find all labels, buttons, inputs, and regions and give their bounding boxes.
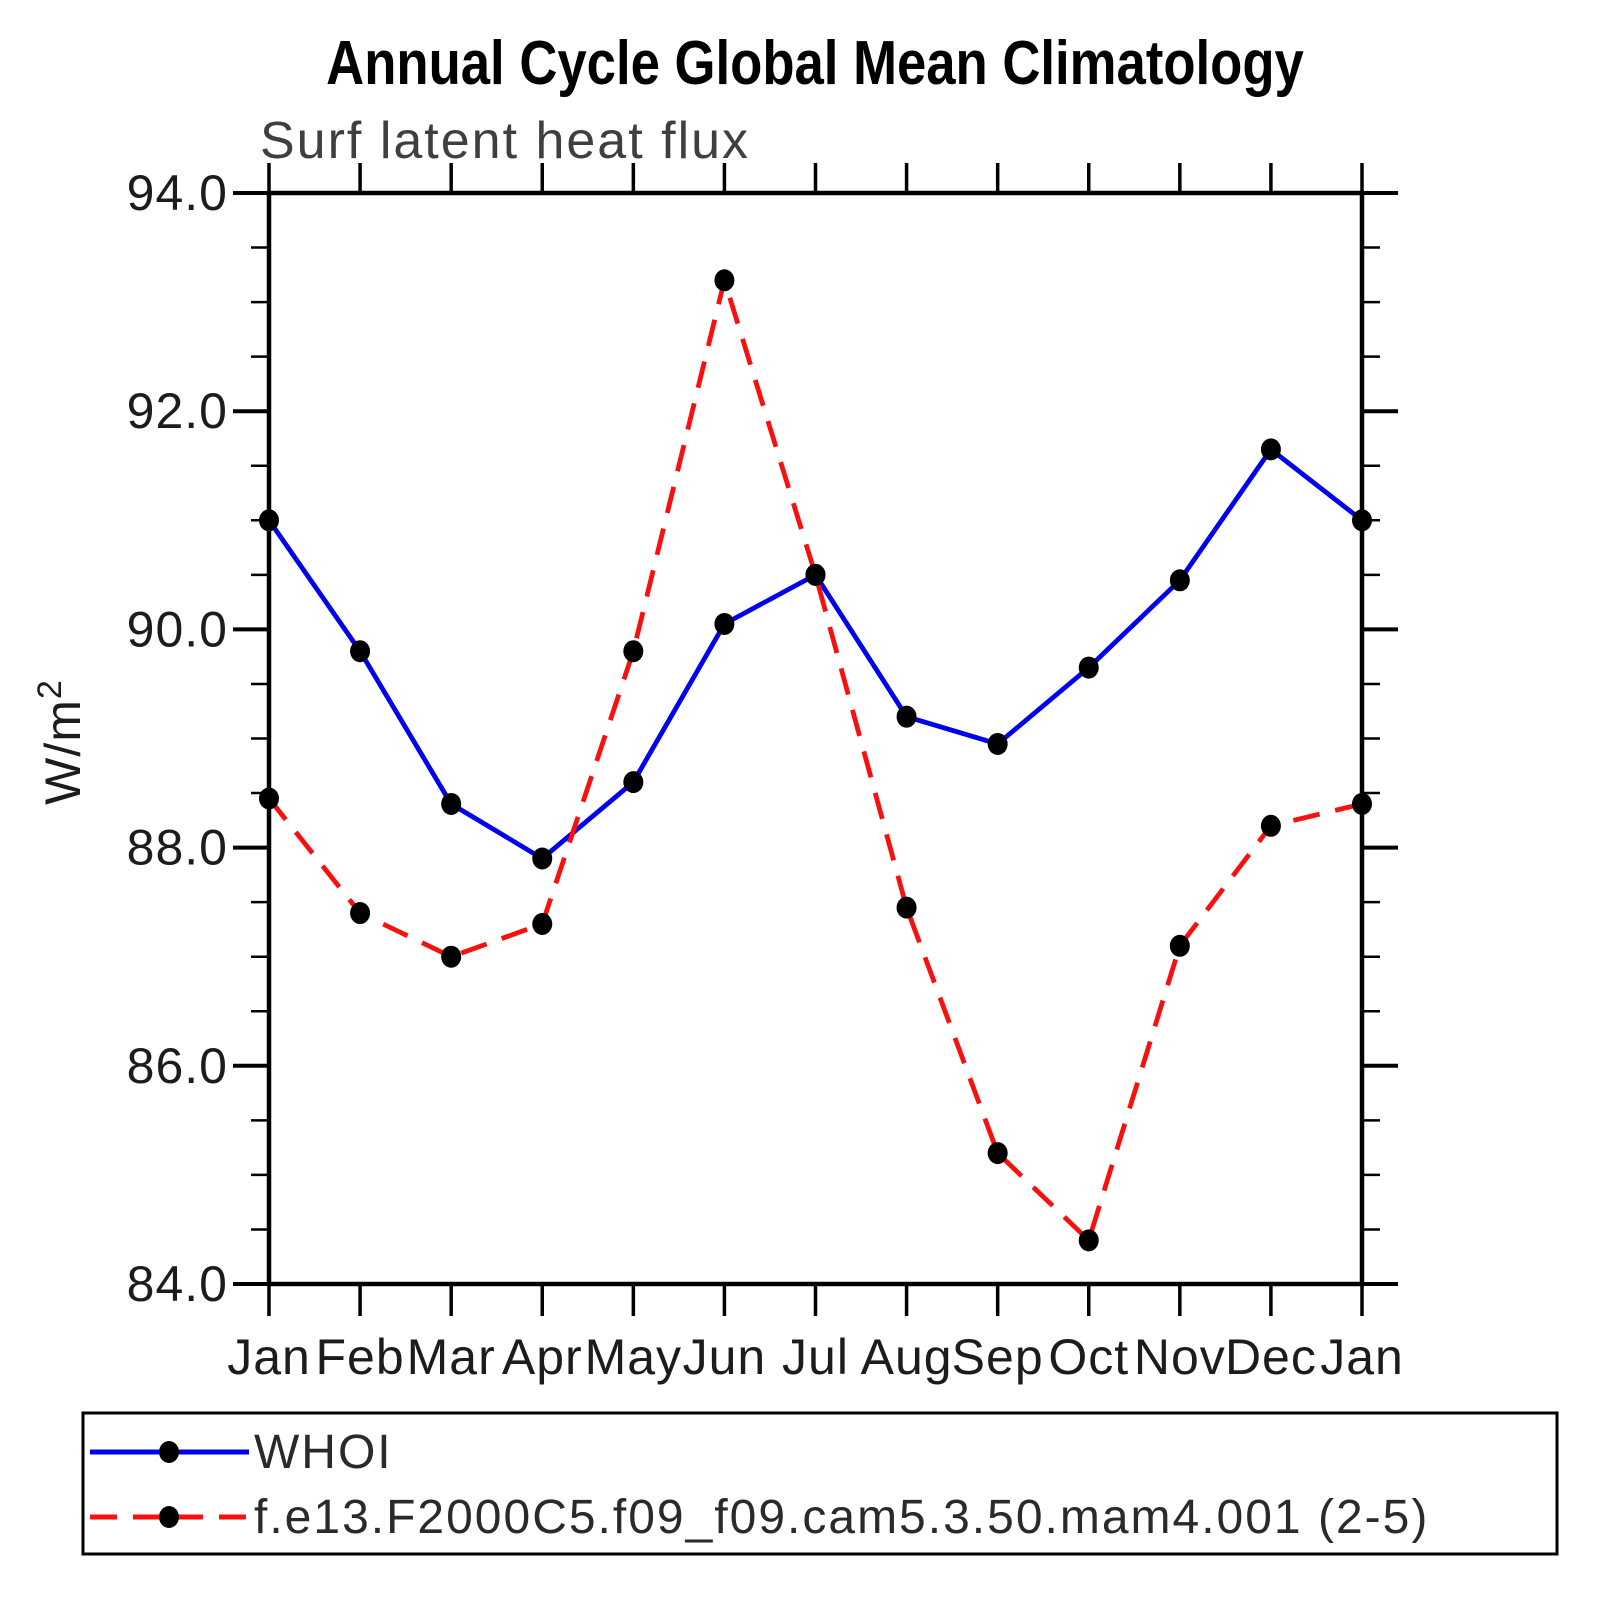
data-point-marker	[350, 640, 371, 663]
x-axis-tick-label: Mar	[407, 1329, 496, 1385]
legend-entry-label: WHOI	[254, 1426, 393, 1479]
axis-ticks-layer	[233, 163, 1398, 1316]
data-point-marker	[623, 771, 644, 794]
data-point-marker	[987, 1142, 1008, 1165]
data-point-marker	[896, 896, 917, 919]
series-line-whoi	[267, 446, 1364, 861]
series-line-model	[267, 277, 1363, 1243]
data-point-marker	[1078, 1229, 1099, 1252]
data-point-marker	[714, 612, 735, 635]
legend-marker-sample	[159, 1441, 179, 1463]
data-point-marker	[1352, 509, 1372, 532]
data-point-marker	[805, 563, 826, 586]
legend-marker-sample	[159, 1506, 179, 1528]
x-axis-tick-label: Sep	[952, 1329, 1044, 1385]
data-point-marker	[1169, 569, 1190, 592]
chart-subtitle: Surf latent heat flux	[260, 112, 750, 170]
x-axis-tick-label: Aug	[861, 1329, 953, 1385]
x-axis-tick-label: Feb	[315, 1329, 404, 1385]
data-point-marker	[259, 509, 279, 532]
plot-frame	[266, 190, 1365, 1287]
y-axis-tick-label: 92.0	[127, 383, 228, 439]
legend-layer: WHOI f.e13.F2000C5.f09_f09.cam5.3.50.mam4…	[81, 1411, 1559, 1556]
y-axis-tick-label: 94.0	[127, 165, 228, 221]
x-axis-tick-label: Jul	[782, 1329, 849, 1385]
data-point-marker	[714, 269, 735, 292]
data-point-marker	[1352, 792, 1372, 815]
x-axis-tick-label: May	[585, 1329, 682, 1385]
chart-title: Annual Cycle Global Mean Climatology	[326, 29, 1304, 98]
x-axis-tick-label: Nov	[1134, 1329, 1226, 1385]
data-point-marker	[1169, 934, 1190, 957]
data-point-marker	[1078, 656, 1099, 679]
data-point-marker	[896, 705, 917, 728]
legend-box	[81, 1411, 1559, 1556]
y-axis-tick-label: 88.0	[127, 820, 228, 876]
x-axis-tick-label: Apr	[502, 1329, 583, 1385]
y-axis-tick-label: 90.0	[127, 601, 228, 657]
x-axis-tick-label: Jan	[1320, 1329, 1404, 1385]
x-axis-tick-label: Oct	[1048, 1329, 1129, 1385]
plot-frame-layer	[266, 190, 1365, 1287]
data-point-marker	[623, 640, 644, 663]
data-point-marker	[1260, 438, 1281, 461]
legend-entry-label: f.e13.F2000C5.f09_f09.cam5.3.50.mam4.001…	[254, 1491, 1429, 1544]
x-axis-tick-label: Dec	[1225, 1329, 1317, 1385]
data-point-marker	[1260, 814, 1281, 837]
data-series-layer	[259, 269, 1372, 1252]
y-axis-tick-label: 86.0	[127, 1038, 228, 1094]
data-point-marker	[259, 787, 279, 810]
y-axis-tick-label: 84.0	[127, 1256, 228, 1312]
data-point-marker	[987, 732, 1008, 755]
data-point-marker	[441, 792, 462, 815]
y-axis-label: W/m2	[31, 679, 91, 805]
data-point-marker	[350, 902, 371, 925]
data-point-marker	[441, 945, 462, 968]
x-axis-tick-label: Jun	[683, 1329, 767, 1385]
data-point-marker	[532, 912, 553, 935]
x-axis-tick-label: Jan	[227, 1329, 311, 1385]
data-point-marker	[532, 847, 553, 870]
